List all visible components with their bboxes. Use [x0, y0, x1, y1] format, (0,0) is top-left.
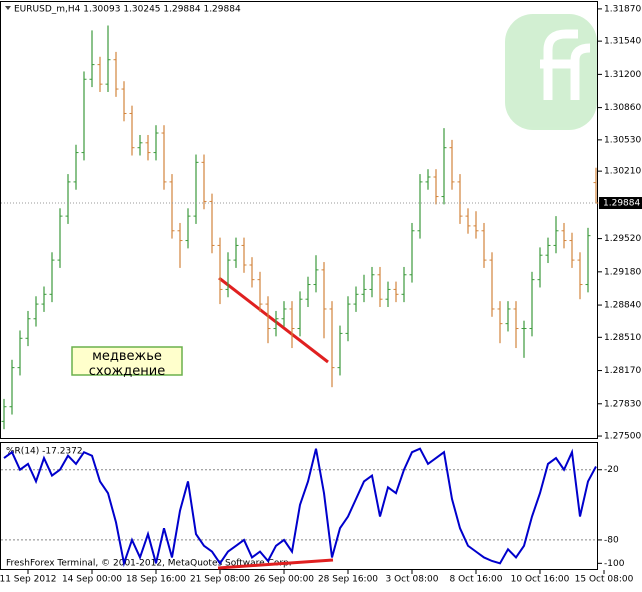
y-tick-label: 1.30860	[604, 103, 641, 113]
x-tick-label: 10 Oct 16:00	[511, 575, 570, 585]
x-tick-label: 26 Sep 00:00	[254, 575, 314, 585]
price-marker-box	[599, 197, 642, 210]
indicator-title: %R(14) -17.2372	[6, 447, 83, 457]
x-tick-label: 21 Sep 08:00	[190, 575, 250, 585]
y-tick-label: 1.27500	[604, 432, 641, 442]
x-tick-label: 18 Sep 16:00	[126, 575, 186, 585]
x-tick-label: 11 Sep 2012	[0, 575, 57, 585]
logo-glyph	[540, 29, 591, 100]
indicator-frame	[0, 442, 598, 570]
y-tick-label: 1.28170	[604, 366, 641, 376]
title-icon	[5, 6, 11, 10]
x-tick-label: 8 Oct 16:00	[450, 575, 503, 585]
x-tick-label: 15 Oct 08:00	[575, 575, 634, 585]
annotation: медвежье схождение	[89, 349, 165, 379]
x-tick-label: 28 Sep 16:00	[318, 575, 378, 585]
y-tick-label: 1.28510	[604, 333, 641, 343]
y-tick-label: 1.31870	[604, 4, 641, 14]
y-tick-label: -100	[604, 559, 625, 569]
y-tick-label: -20	[604, 465, 619, 475]
y-tick-label: 1.30210	[604, 167, 641, 177]
price-marker-label: 1.29884	[603, 199, 640, 209]
x-tick-label: 3 Oct 08:00	[386, 575, 439, 585]
y-tick-label: 1.27830	[604, 399, 641, 409]
watermark-logo	[505, 14, 597, 130]
y-tick-label: 1.29520	[604, 234, 641, 244]
x-tick-label: 14 Sep 00:00	[62, 575, 122, 585]
annotation-box	[71, 346, 183, 376]
y-tick-label: -80	[604, 535, 619, 545]
annotation-line: медвежье	[92, 349, 162, 364]
wpr-line	[3, 447, 597, 568]
logo-shape	[505, 14, 597, 130]
y-tick-label: 1.29180	[604, 267, 641, 277]
divergence-line	[217, 558, 334, 570]
main-frame	[0, 1, 598, 439]
y-tick-label: 1.28840	[604, 301, 641, 311]
annotation-line: схождение	[89, 364, 165, 379]
footer: FreshForex Terminal, © 2001-2012, MetaQu…	[6, 559, 292, 569]
divergence-line	[218, 276, 329, 364]
y-tick-label: 1.30530	[604, 135, 641, 145]
y-tick-label: 1.31200	[604, 70, 641, 80]
chart-title: EURUSD_m,H4 1.30093 1.30245 1.29884 1.29…	[14, 5, 241, 15]
y-tick-label: 1.31540	[604, 37, 641, 47]
